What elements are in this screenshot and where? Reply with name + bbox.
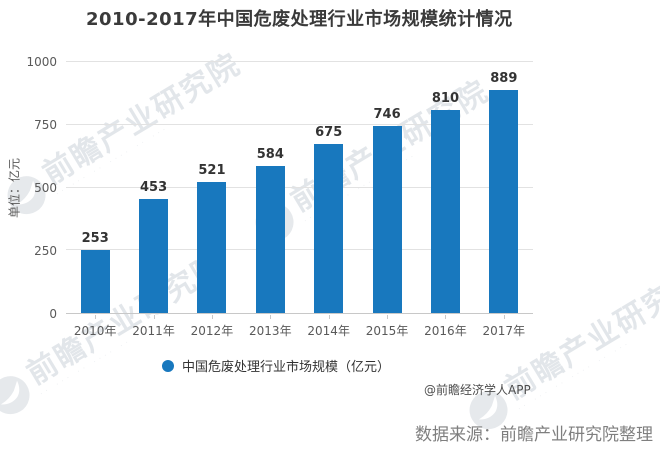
x-tick-label: 2012年 — [183, 315, 241, 339]
bar-cell: 584 — [241, 62, 299, 313]
bar-cell: 453 — [124, 62, 182, 313]
credit-text: @前瞻经济学人APP — [424, 383, 531, 397]
legend-label: 中国危废处理行业市场规模（亿元） — [182, 360, 391, 375]
watermark-subtext: ·· ··· ·· ···· ·· ··· — [516, 338, 633, 414]
bar-cell: 253 — [66, 62, 124, 313]
bar — [139, 199, 169, 313]
gridline — [66, 123, 533, 125]
bar-cell: 746 — [358, 62, 416, 313]
x-tick-label: 2011年 — [124, 315, 182, 339]
x-tick-label: 2010年 — [66, 315, 124, 339]
bar-value-label: 584 — [256, 147, 284, 163]
plot-area: 253 453 521 584 675 746 810 889 — [66, 61, 533, 314]
bar-cell: 521 — [183, 62, 241, 313]
bar-cell: 889 — [475, 62, 533, 313]
swoosh-circle-icon — [0, 375, 30, 414]
x-axis-tick — [153, 315, 155, 319]
legend-marker-dot — [162, 359, 174, 372]
bar — [197, 182, 227, 313]
bar — [430, 109, 460, 313]
gridline — [66, 186, 533, 188]
bar-value-label: 521 — [198, 163, 226, 179]
bar-value-label: 675 — [315, 124, 343, 140]
bars-row: 253 453 521 584 675 746 810 889 — [66, 62, 533, 313]
bar — [489, 89, 519, 313]
bar — [255, 166, 285, 313]
x-tick-label: 2017年 — [475, 315, 533, 339]
bar-cell: 810 — [416, 62, 474, 313]
bar — [80, 249, 110, 313]
gridline — [66, 61, 533, 62]
bar-value-label: 810 — [431, 90, 459, 106]
x-axis-tick — [445, 315, 447, 319]
bar-value-label: 453 — [139, 180, 168, 196]
bar-cell: 675 — [300, 62, 358, 313]
bar — [314, 143, 344, 313]
gridline — [66, 249, 533, 251]
x-axis-tick — [328, 315, 330, 319]
y-tick-label: 0 — [49, 307, 57, 321]
x-tick-label: 2013年 — [241, 315, 299, 339]
x-tick-label: 2016年 — [416, 315, 474, 339]
y-tick-label: 1000 — [26, 55, 57, 69]
x-axis-tick — [503, 315, 505, 319]
x-axis-tick — [211, 315, 213, 319]
bar — [372, 125, 402, 313]
x-tick-label: 2014年 — [300, 315, 358, 339]
x-tick-label: 2015年 — [358, 315, 416, 339]
bar-value-label: 889 — [490, 70, 518, 86]
bar-value-label: 746 — [373, 106, 401, 122]
y-tick-label: 250 — [34, 244, 57, 258]
y-tick-label: 750 — [34, 118, 57, 132]
y-axis-title: 单位：亿元 — [7, 157, 22, 219]
x-axis-tick — [387, 315, 389, 319]
bar-value-label: 253 — [81, 230, 109, 246]
x-axis-tick — [95, 315, 97, 319]
chart-title: 2010-2017年中国危废处理行业市场规模统计情况 — [86, 9, 513, 30]
x-axis-tick — [270, 315, 272, 319]
legend: 中国危废处理行业市场规模（亿元） — [162, 356, 390, 375]
data-source-text: 数据来源：前瞻产业研究院整理 — [415, 425, 653, 445]
x-axis-labels: 2010年 2011年 2012年 2013年 2014年 2015年 2016年 2017年 — [66, 315, 533, 339]
